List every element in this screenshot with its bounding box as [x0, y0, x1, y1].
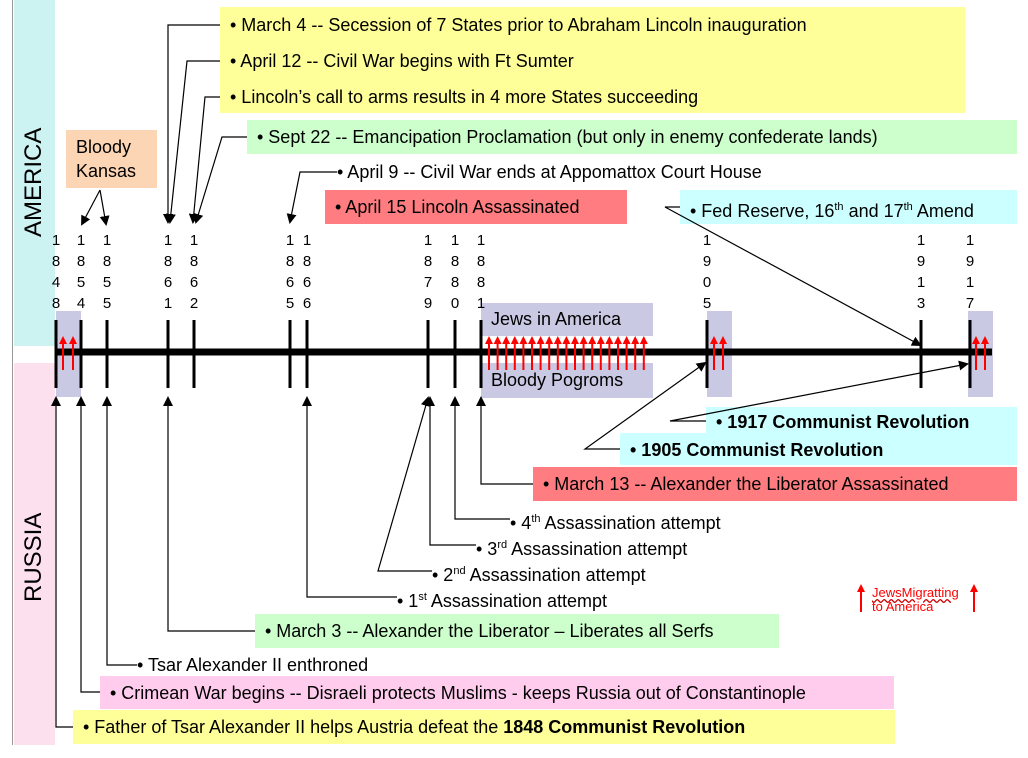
tsar-enthroned-text: • Tsar Alexander II enthroned	[137, 655, 369, 675]
secession-box: • March 4 -- Secession of 7 States prior…	[220, 7, 965, 113]
kansas-connector-1855	[99, 189, 110, 226]
lincoln-call-connector	[188, 96, 220, 224]
left-divider	[12, 0, 13, 745]
attempt-1-text: • 1st Assassination attempt	[397, 591, 607, 611]
attempt4-connector	[450, 396, 510, 520]
march13-connector	[476, 396, 533, 485]
fed-reserve-text: Amend	[912, 201, 974, 221]
attempt-3-text: • 3rd Assassination attempt	[476, 539, 688, 559]
lincoln-assassinated-box: • April 15 Lincoln Assassinated	[325, 190, 627, 224]
russia-band	[14, 363, 55, 745]
jews-in-america-box: Jews in America	[481, 303, 653, 336]
march4-connector	[163, 24, 220, 224]
tsar-connector	[102, 396, 137, 666]
april12-text: • April 12 -- Civil War begins with Ft S…	[230, 51, 574, 71]
bloody-kansas-box: Bloody Kansas	[66, 130, 157, 188]
attempt-4-text: • 4th Assassination attempt	[510, 513, 721, 533]
march3-connector	[163, 396, 255, 632]
march4-text: • March 4 -- Secession of 7 States prior…	[230, 15, 807, 35]
america-band	[14, 0, 55, 346]
emancipation-box: • Sept 22 -- Emancipation Proclamation (…	[247, 120, 1017, 154]
bloody-pogroms-label: Bloody Pogroms	[491, 370, 624, 390]
bloody-kansas-line1: Bloody	[76, 137, 132, 157]
alexander-assassinated-box: • March 13 -- Alexander the Liberator As…	[533, 467, 1017, 501]
fed-reserve-text: and 17	[843, 201, 904, 221]
legend: JewsMigratting to America	[872, 586, 959, 614]
revolution-1905-box: • 1905 Communist Revolution	[620, 433, 1017, 465]
father-bold-text: 1848 Communist Revolution	[503, 717, 746, 737]
crimean-war-box: • Crimean War begins -- Disraeli protect…	[100, 676, 894, 709]
jews-in-america-label: Jews in America	[491, 309, 622, 329]
father-tsar-box: • Father of Tsar Alexander II helps Aust…	[73, 710, 895, 744]
fed-reserve-box: • Fed Reserve, 16th and 17th Amend	[680, 190, 1017, 224]
bloody-kansas-line2: Kansas	[76, 161, 137, 181]
lincoln-call-text: • Lincoln’s call to arms results in 4 mo…	[230, 87, 699, 107]
revolution-1905-connector	[583, 361, 707, 450]
sept22-connector	[193, 136, 247, 224]
civil-war-ends-text: • April 9 -- Civil War ends at Appomatto…	[337, 162, 762, 182]
fed-reserve-connector	[664, 206, 922, 346]
attempt2-connector	[377, 396, 432, 572]
fed-reserve-text: • Fed Reserve, 16	[690, 201, 835, 221]
april9-connector	[286, 171, 337, 224]
father-text: • Father of Tsar Alexander II helps Aust…	[83, 717, 504, 737]
sup: th	[834, 201, 844, 213]
attempt-2-text: • 2nd Assassination attempt	[432, 565, 646, 585]
attempt1-connector	[302, 396, 397, 598]
legend-line1: JewsMigratting	[872, 585, 959, 600]
serfs-liberated-box: • March 3 -- Alexander the Liberator – L…	[255, 614, 779, 648]
crimean-connector	[76, 396, 100, 693]
legend-line2: to America	[872, 599, 934, 614]
kansas-connector-1854	[81, 189, 101, 226]
attempt3-connector	[425, 396, 476, 546]
father-connector	[51, 396, 73, 728]
revolution-1917-box: • 1917 Communist Revolution	[706, 407, 1017, 437]
sup: th	[903, 201, 913, 213]
april12-connector	[165, 60, 220, 224]
revolution-1917-connector	[669, 360, 969, 422]
